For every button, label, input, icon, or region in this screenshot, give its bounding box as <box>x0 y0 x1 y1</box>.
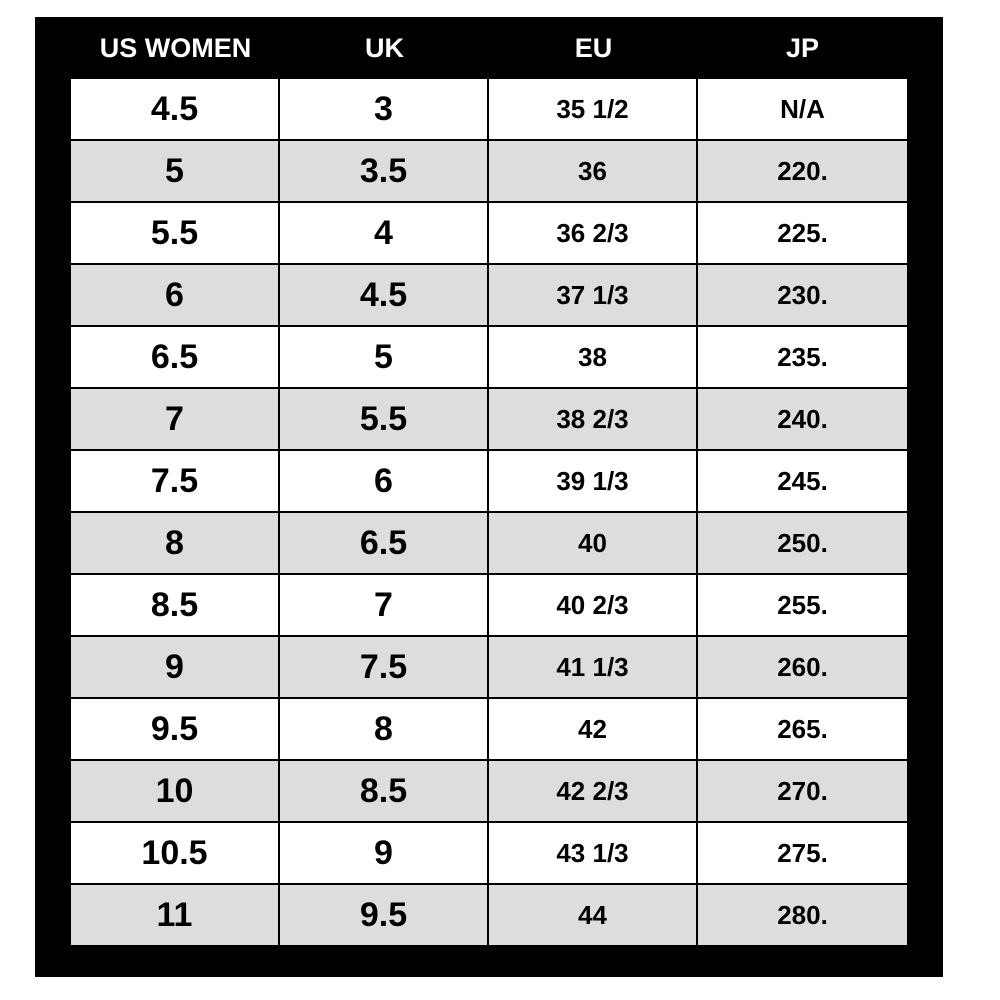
table-row: 6 4.5 37 1/3 230. <box>71 265 907 325</box>
cell-eu: 37 1/3 <box>489 265 696 325</box>
cell-us: 4.5 <box>71 79 278 139</box>
table-row: 8 6.5 40 250. <box>71 513 907 573</box>
cell-us: 7 <box>71 389 278 449</box>
cell-eu: 40 2/3 <box>489 575 696 635</box>
header-us-women: US WOMEN <box>99 32 252 63</box>
cell-eu: 42 <box>489 699 696 759</box>
cell-eu: 41 1/3 <box>489 637 696 697</box>
cell-eu: 38 <box>489 327 696 387</box>
cell-jp: 255. <box>698 575 907 635</box>
header-eu: EU <box>574 32 613 63</box>
table-row: 5 3.5 36 220. <box>71 141 907 201</box>
cell-uk: 8 <box>280 699 487 759</box>
cell-uk: 9.5 <box>280 885 487 945</box>
cell-uk: 3.5 <box>280 141 487 201</box>
cell-us: 9 <box>71 637 278 697</box>
size-chart-frame: US WOMEN UK EU JP 4.5 3 35 1/2 N/A 5 3.5… <box>35 17 943 977</box>
cell-jp: N/A <box>698 79 907 139</box>
table-row: 8.5 7 40 2/3 255. <box>71 575 907 635</box>
table-row: 5.5 4 36 2/3 225. <box>71 203 907 263</box>
cell-us: 6.5 <box>71 327 278 387</box>
cell-eu: 38 2/3 <box>489 389 696 449</box>
cell-jp: 230. <box>698 265 907 325</box>
table-row: 10.5 9 43 1/3 275. <box>71 823 907 883</box>
table-row: 9 7.5 41 1/3 260. <box>71 637 907 697</box>
cell-eu: 44 <box>489 885 696 945</box>
cell-jp: 275. <box>698 823 907 883</box>
table-row: 7.5 6 39 1/3 245. <box>71 451 907 511</box>
cell-eu: 35 1/2 <box>489 79 696 139</box>
cell-us: 10 <box>71 761 278 821</box>
header-jp: JP <box>785 32 820 63</box>
cell-us: 7.5 <box>71 451 278 511</box>
cell-eu: 36 2/3 <box>489 203 696 263</box>
cell-uk: 9 <box>280 823 487 883</box>
table-row: 4.5 3 35 1/2 N/A <box>71 79 907 139</box>
cell-jp: 270. <box>698 761 907 821</box>
cell-eu: 39 1/3 <box>489 451 696 511</box>
cell-eu: 42 2/3 <box>489 761 696 821</box>
cell-uk: 6 <box>280 451 487 511</box>
cell-us: 6 <box>71 265 278 325</box>
table-row: 7 5.5 38 2/3 240. <box>71 389 907 449</box>
table-row: 9.5 8 42 265. <box>71 699 907 759</box>
table-row: 11 9.5 44 280. <box>71 885 907 945</box>
size-table: 4.5 3 35 1/2 N/A 5 3.5 36 220. 5.5 4 36 … <box>71 79 907 945</box>
cell-uk: 4.5 <box>280 265 487 325</box>
cell-us: 9.5 <box>71 699 278 759</box>
cell-jp: 265. <box>698 699 907 759</box>
cell-uk: 4 <box>280 203 487 263</box>
cell-uk: 3 <box>280 79 487 139</box>
cell-jp: 220. <box>698 141 907 201</box>
cell-us: 5 <box>71 141 278 201</box>
cell-us: 5.5 <box>71 203 278 263</box>
table-row: 10 8.5 42 2/3 270. <box>71 761 907 821</box>
cell-us: 10.5 <box>71 823 278 883</box>
cell-eu: 36 <box>489 141 696 201</box>
cell-uk: 6.5 <box>280 513 487 573</box>
cell-uk: 5 <box>280 327 487 387</box>
cell-uk: 8.5 <box>280 761 487 821</box>
cell-uk: 7 <box>280 575 487 635</box>
cell-jp: 280. <box>698 885 907 945</box>
header-uk: UK <box>365 32 404 63</box>
cell-eu: 43 1/3 <box>489 823 696 883</box>
header-row: US WOMEN UK EU JP <box>71 17 907 79</box>
cell-jp: 250. <box>698 513 907 573</box>
cell-us: 8.5 <box>71 575 278 635</box>
cell-uk: 7.5 <box>280 637 487 697</box>
cell-us: 11 <box>71 885 278 945</box>
cell-uk: 5.5 <box>280 389 487 449</box>
cell-jp: 245. <box>698 451 907 511</box>
cell-jp: 240. <box>698 389 907 449</box>
cell-jp: 225. <box>698 203 907 263</box>
cell-us: 8 <box>71 513 278 573</box>
table-row: 6.5 5 38 235. <box>71 327 907 387</box>
cell-jp: 235. <box>698 327 907 387</box>
cell-eu: 40 <box>489 513 696 573</box>
cell-jp: 260. <box>698 637 907 697</box>
